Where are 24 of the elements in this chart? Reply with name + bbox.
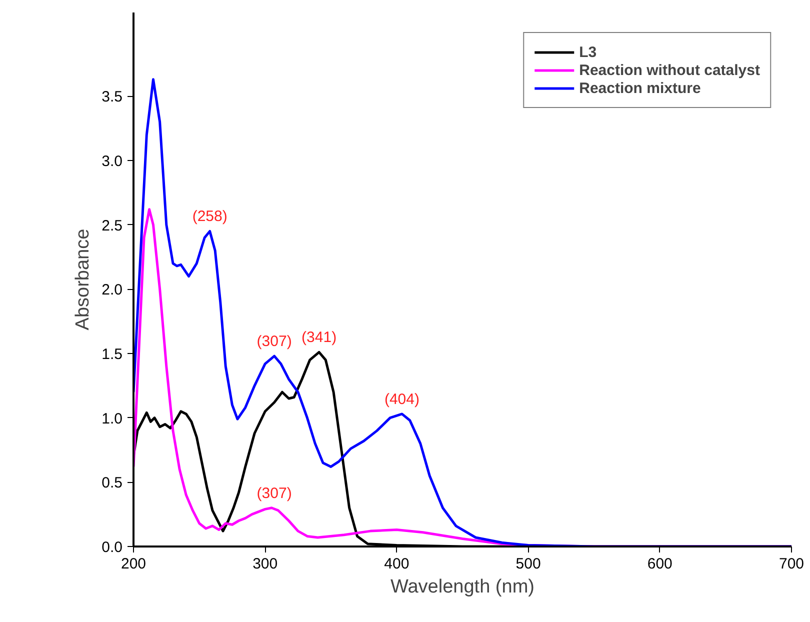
annotation: (307) [256, 484, 292, 502]
y-tick-label: 1.5 [102, 346, 123, 363]
x-tick-label: 700 [778, 556, 804, 572]
y-tick-label: 3.0 [102, 152, 123, 170]
legend-label: Reaction mixture [579, 79, 701, 97]
annotation: (341) [302, 329, 337, 346]
x-axis-title: Wavelength (nm) [390, 576, 534, 598]
x-tick-label: 200 [120, 556, 146, 572]
x-tick-label: 400 [384, 556, 410, 572]
y-tick-label: 1.0 [102, 410, 123, 428]
y-tick-label: 0.5 [102, 474, 123, 492]
y-tick-label: 3.5 [102, 88, 123, 106]
legend-label: L3 [579, 43, 598, 61]
x-tick-label: 600 [647, 556, 672, 572]
y-tick-label: 2.0 [102, 282, 123, 299]
annotation: (404) [384, 390, 420, 408]
y-tick-label: 2.5 [102, 217, 123, 234]
x-tick-label: 300 [252, 556, 278, 572]
x-tick-label: 500 [516, 556, 541, 572]
legend-label: Reaction without catalyst [579, 61, 760, 79]
y-tick-label: 0.0 [102, 539, 123, 556]
y-axis-title: Absorbance [72, 228, 94, 330]
annotation: (307) [256, 333, 292, 350]
annotation: (258) [192, 208, 228, 226]
